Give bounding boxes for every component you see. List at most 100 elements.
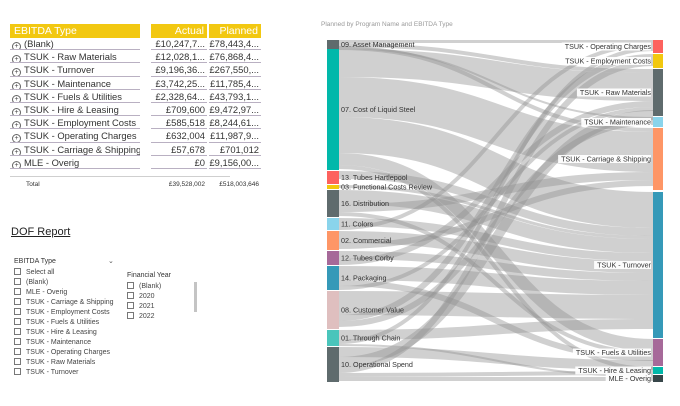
sankey-target-node[interactable]	[653, 192, 663, 338]
sankey-link[interactable]	[338, 117, 654, 228]
sankey-link[interactable]	[338, 172, 654, 212]
table-row[interactable]: + TSUK - Turnover £9,196,36... £267,550,...	[10, 64, 261, 77]
sankey-target-node[interactable]	[653, 54, 663, 68]
plus-circle-icon[interactable]: +	[12, 147, 21, 155]
sankey-source-node[interactable]	[327, 190, 339, 217]
table-row[interactable]: + TSUK - Raw Materials £12,028,1... £76,868…	[10, 51, 261, 64]
table-row[interactable]: + TSUK - Carriage & Shipping £57,678 £701,0…	[10, 144, 261, 157]
slicer-scrollbar[interactable]	[194, 282, 197, 312]
sankey-source-node[interactable]	[327, 231, 339, 250]
checkbox-icon[interactable]	[127, 282, 134, 289]
sankey-link[interactable]	[338, 291, 654, 319]
sankey-link[interactable]	[338, 77, 654, 172]
checkbox-icon[interactable]	[14, 328, 21, 335]
plus-circle-icon[interactable]: +	[12, 55, 21, 63]
sankey-link[interactable]	[338, 101, 654, 265]
sankey-diagram[interactable]: 09. Asset Management 07. Cost of Liquid S…	[313, 14, 675, 400]
sankey-source-node[interactable]	[327, 185, 339, 189]
checkbox-icon[interactable]	[14, 288, 21, 295]
checkbox-icon[interactable]	[14, 308, 21, 315]
sankey-target-node[interactable]	[653, 117, 663, 127]
checkbox-icon[interactable]	[14, 358, 21, 365]
slicer-item[interactable]: (Blank)	[14, 278, 116, 288]
sankey-source-node[interactable]	[327, 218, 339, 230]
sankey-link[interactable]	[338, 49, 654, 101]
table-row[interactable]: + TSUK - Maintenance £3,742,25... £11,785,4…	[10, 78, 261, 91]
slicer-item[interactable]: TSUK - Fuels & Utilities	[14, 318, 116, 328]
slicer-item[interactable]: TSUK - Turnover	[14, 368, 116, 378]
sankey-target-node[interactable]	[653, 367, 663, 374]
sankey-link[interactable]	[338, 43, 654, 73]
table-row[interactable]: + TSUK - Hire & Leasing £709,600 £9,472,97.…	[10, 104, 261, 117]
sankey-link[interactable]	[338, 165, 654, 371]
checkbox-icon[interactable]	[14, 338, 21, 345]
column-header-ebitda-type[interactable]: EBITDA Type	[10, 24, 140, 38]
table-row[interactable]: + (Blank) £10,247,7... £78,443,4...	[10, 38, 261, 51]
plus-circle-icon[interactable]: +	[12, 42, 21, 50]
sankey-link[interactable]	[338, 119, 654, 327]
table-row[interactable]: + TSUK - Fuels & Utilities £2,328,64... £43…	[10, 91, 261, 104]
checkbox-icon[interactable]	[14, 318, 21, 325]
slicer-item[interactable]: TSUK - Operating Charges	[14, 348, 116, 358]
checkbox-icon[interactable]	[127, 302, 134, 309]
checkbox-icon[interactable]	[14, 348, 21, 355]
sankey-target-node[interactable]	[653, 69, 663, 116]
sankey-link[interactable]	[338, 319, 654, 340]
sankey-link[interactable]	[338, 171, 654, 236]
plus-circle-icon[interactable]: +	[12, 68, 21, 76]
sankey-link[interactable]	[338, 43, 654, 230]
plus-circle-icon[interactable]: +	[12, 107, 21, 116]
sankey-link[interactable]	[338, 185, 654, 239]
sankey-link[interactable]	[338, 212, 654, 355]
sankey-link[interactable]	[338, 251, 654, 281]
plus-circle-icon[interactable]: +	[12, 81, 21, 89]
sankey-target-node[interactable]	[653, 375, 663, 382]
sankey-target-node[interactable]	[653, 128, 663, 190]
sankey-link[interactable]	[338, 54, 654, 321]
plus-circle-icon[interactable]: +	[12, 134, 21, 142]
sankey-link[interactable]	[338, 110, 654, 367]
column-header-planned[interactable]: Planned	[209, 24, 261, 38]
slicer-item[interactable]: 2022	[127, 312, 199, 322]
checkbox-icon[interactable]	[14, 268, 21, 275]
checkbox-icon[interactable]	[14, 368, 21, 375]
slicer-item[interactable]: TSUK - Raw Materials	[14, 358, 116, 368]
checkbox-icon[interactable]	[127, 292, 134, 299]
slicer-item[interactable]: Select all	[14, 268, 116, 278]
sankey-target-node[interactable]	[653, 40, 663, 53]
sankey-target-node[interactable]	[653, 339, 663, 366]
slicer-item[interactable]: 2020	[127, 292, 199, 302]
sankey-source-node[interactable]	[327, 251, 339, 265]
table-row[interactable]: + MLE - Overig £0 £9,156,00...	[10, 157, 261, 170]
sankey-link[interactable]	[338, 180, 654, 249]
sankey-link[interactable]	[338, 190, 654, 253]
column-header-actual[interactable]: Actual	[151, 24, 207, 38]
sankey-link[interactable]	[338, 60, 654, 373]
table-row[interactable]: + TSUK - Operating Charges £632,004 £11,987…	[10, 130, 261, 143]
sankey-source-node[interactable]	[327, 40, 339, 49]
plus-circle-icon[interactable]: +	[12, 121, 21, 129]
plus-circle-icon[interactable]: +	[12, 160, 21, 168]
table-row[interactable]: + TSUK - Employment Costs £585,518 £8,244,6…	[10, 117, 261, 130]
slicer-item[interactable]: TSUK - Maintenance	[14, 338, 116, 348]
sankey-link[interactable]	[338, 47, 654, 119]
sankey-source-node[interactable]	[327, 49, 339, 170]
chevron-down-icon[interactable]: ⌄	[108, 258, 114, 265]
sankey-source-node[interactable]	[327, 266, 339, 290]
slicer-item[interactable]: (Blank)	[127, 282, 199, 292]
slicer-item[interactable]: TSUK - Employment Costs	[14, 308, 116, 318]
sankey-source-node[interactable]	[327, 347, 339, 382]
slicer-item[interactable]: 2021	[127, 302, 199, 312]
slicer-item[interactable]: TSUK - Carriage & Shipping	[14, 298, 116, 308]
sankey-source-node[interactable]	[327, 291, 339, 329]
checkbox-icon[interactable]	[14, 278, 21, 285]
slicer-item[interactable]: TSUK - Hire & Leasing	[14, 328, 116, 338]
sankey-source-node[interactable]	[327, 171, 339, 184]
sankey-link[interactable]	[338, 153, 654, 351]
checkbox-icon[interactable]	[14, 298, 21, 305]
sankey-link[interactable]	[338, 347, 654, 370]
checkbox-icon[interactable]	[127, 312, 134, 319]
sankey-visual[interactable]: Planned by Program Name and EBITDA Type …	[313, 14, 675, 400]
sankey-link[interactable]	[338, 218, 654, 261]
sankey-link[interactable]	[338, 266, 654, 295]
